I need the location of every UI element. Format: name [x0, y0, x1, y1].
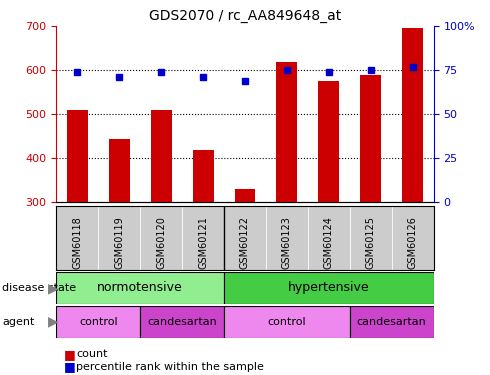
Bar — [56, 206, 98, 270]
Text: ▶: ▶ — [48, 281, 58, 295]
Text: control: control — [268, 316, 306, 327]
Bar — [56, 306, 140, 338]
Bar — [56, 272, 224, 304]
Bar — [350, 206, 392, 270]
Text: ■: ■ — [64, 360, 75, 373]
Text: GSM60120: GSM60120 — [156, 216, 166, 268]
Text: GSM60122: GSM60122 — [240, 216, 250, 269]
Text: ▶: ▶ — [48, 315, 58, 328]
Bar — [98, 206, 140, 270]
Text: GSM60118: GSM60118 — [73, 216, 82, 268]
Bar — [402, 28, 423, 202]
Text: hypertensive: hypertensive — [288, 281, 369, 294]
Text: normotensive: normotensive — [98, 281, 183, 294]
Text: GDS2070 / rc_AA849648_at: GDS2070 / rc_AA849648_at — [149, 9, 341, 23]
Bar — [182, 206, 224, 270]
Text: percentile rank within the sample: percentile rank within the sample — [76, 362, 264, 372]
Bar — [276, 62, 297, 202]
Bar — [140, 206, 182, 270]
Text: disease state: disease state — [2, 283, 76, 293]
Text: candesartan: candesartan — [147, 316, 217, 327]
Bar — [193, 150, 214, 202]
Text: ■: ■ — [64, 348, 75, 361]
Text: GSM60121: GSM60121 — [198, 216, 208, 268]
Bar — [224, 272, 434, 304]
Bar — [266, 206, 308, 270]
Bar — [392, 206, 434, 270]
Bar — [318, 81, 339, 203]
Text: GSM60124: GSM60124 — [324, 216, 334, 268]
Bar — [308, 206, 350, 270]
Bar — [67, 110, 88, 202]
Text: GSM60126: GSM60126 — [408, 216, 417, 268]
Text: GSM60119: GSM60119 — [114, 216, 124, 268]
Text: GSM60125: GSM60125 — [366, 216, 376, 269]
Bar — [360, 75, 381, 202]
Text: candesartan: candesartan — [357, 316, 427, 327]
Text: control: control — [79, 316, 118, 327]
Bar — [224, 206, 266, 270]
Bar — [224, 306, 350, 338]
Bar — [109, 139, 130, 202]
Bar — [151, 110, 171, 202]
Bar — [350, 306, 434, 338]
Text: agent: agent — [2, 316, 35, 327]
Text: GSM60123: GSM60123 — [282, 216, 292, 268]
Bar — [235, 189, 255, 202]
Text: count: count — [76, 350, 107, 359]
Bar — [140, 306, 224, 338]
